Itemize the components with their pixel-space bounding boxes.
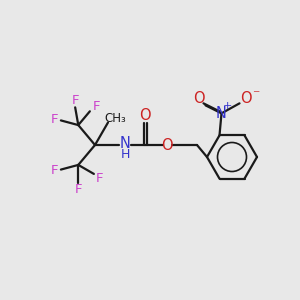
Text: O: O: [193, 91, 204, 106]
Text: F: F: [93, 100, 100, 113]
Text: F: F: [51, 164, 59, 177]
Text: CH₃: CH₃: [104, 112, 126, 125]
Text: N: N: [216, 106, 227, 121]
Text: O: O: [161, 137, 173, 152]
Text: O: O: [240, 91, 251, 106]
Text: F: F: [74, 183, 82, 196]
Text: O: O: [139, 109, 151, 124]
Text: F: F: [71, 94, 79, 107]
Text: H: H: [120, 148, 130, 160]
Text: +: +: [223, 101, 232, 111]
Text: ⁻: ⁻: [252, 88, 259, 102]
Text: F: F: [51, 113, 59, 126]
Text: N: N: [120, 136, 130, 152]
Text: F: F: [96, 172, 103, 185]
